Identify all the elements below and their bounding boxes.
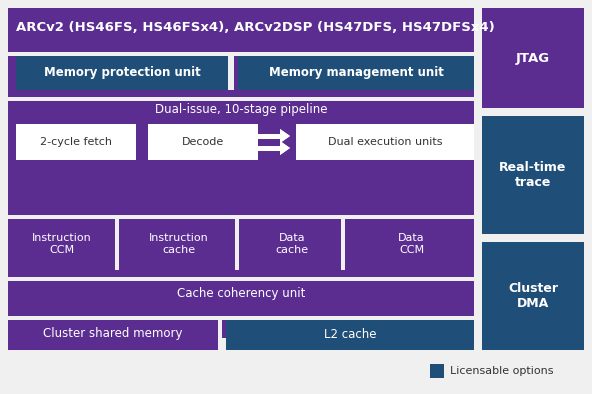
Bar — [8, 278, 474, 310]
Text: Cluster
DMA: Cluster DMA — [508, 282, 558, 310]
Bar — [8, 318, 218, 350]
Bar — [243, 218, 341, 270]
Bar — [430, 364, 444, 378]
Bar — [228, 54, 234, 90]
Bar — [482, 116, 584, 234]
Bar — [258, 134, 280, 139]
Text: Real-time
trace: Real-time trace — [499, 161, 567, 189]
Bar — [258, 145, 280, 151]
Text: Dual-issue, 10-stage pipeline: Dual-issue, 10-stage pipeline — [155, 102, 327, 115]
Text: JTAG: JTAG — [516, 52, 550, 65]
Bar — [349, 218, 474, 270]
Polygon shape — [280, 129, 290, 143]
Bar — [8, 52, 474, 56]
Text: Data
CCM: Data CCM — [398, 233, 425, 255]
Bar — [482, 108, 584, 112]
Text: 2-cycle fetch: 2-cycle fetch — [40, 137, 112, 147]
Text: L2 cache: L2 cache — [324, 327, 377, 340]
Bar — [148, 124, 258, 160]
Bar — [123, 218, 235, 270]
Polygon shape — [280, 141, 290, 155]
Bar — [16, 54, 228, 90]
Bar — [482, 242, 584, 350]
Text: Decode: Decode — [182, 137, 224, 147]
Polygon shape — [280, 129, 290, 143]
Bar — [8, 218, 115, 270]
Bar — [8, 8, 474, 46]
Bar — [218, 318, 222, 350]
Bar — [235, 218, 239, 270]
Text: Licensable options: Licensable options — [450, 366, 554, 376]
Bar — [258, 134, 280, 139]
Text: Cluster shared memory: Cluster shared memory — [43, 327, 183, 340]
Bar — [8, 98, 474, 210]
Bar — [16, 124, 136, 160]
Text: Data
cache: Data cache — [275, 233, 308, 255]
Polygon shape — [280, 141, 290, 155]
Text: Cache coherency unit: Cache coherency unit — [177, 288, 305, 301]
Text: Dual execution units: Dual execution units — [328, 137, 442, 147]
Bar — [482, 8, 584, 108]
Bar — [8, 98, 474, 120]
Bar — [8, 316, 474, 320]
Text: Instruction
cache: Instruction cache — [149, 233, 209, 255]
Bar — [8, 277, 474, 281]
Bar — [258, 145, 280, 151]
Bar — [296, 124, 474, 160]
Bar — [8, 8, 474, 338]
Text: Instruction
CCM: Instruction CCM — [31, 233, 91, 255]
Text: Memory protection unit: Memory protection unit — [44, 65, 200, 78]
Bar — [115, 218, 119, 270]
Bar — [482, 234, 584, 238]
Bar — [238, 54, 474, 90]
Bar — [8, 215, 474, 219]
Text: Memory management unit: Memory management unit — [269, 65, 443, 78]
Text: ARCv2 (HS46FS, HS46FSx4), ARCv2DSP (HS47DFS, HS47DFSx4): ARCv2 (HS46FS, HS46FSx4), ARCv2DSP (HS47… — [16, 20, 495, 33]
Bar — [8, 97, 474, 101]
Bar — [341, 218, 345, 270]
Bar — [226, 318, 474, 350]
